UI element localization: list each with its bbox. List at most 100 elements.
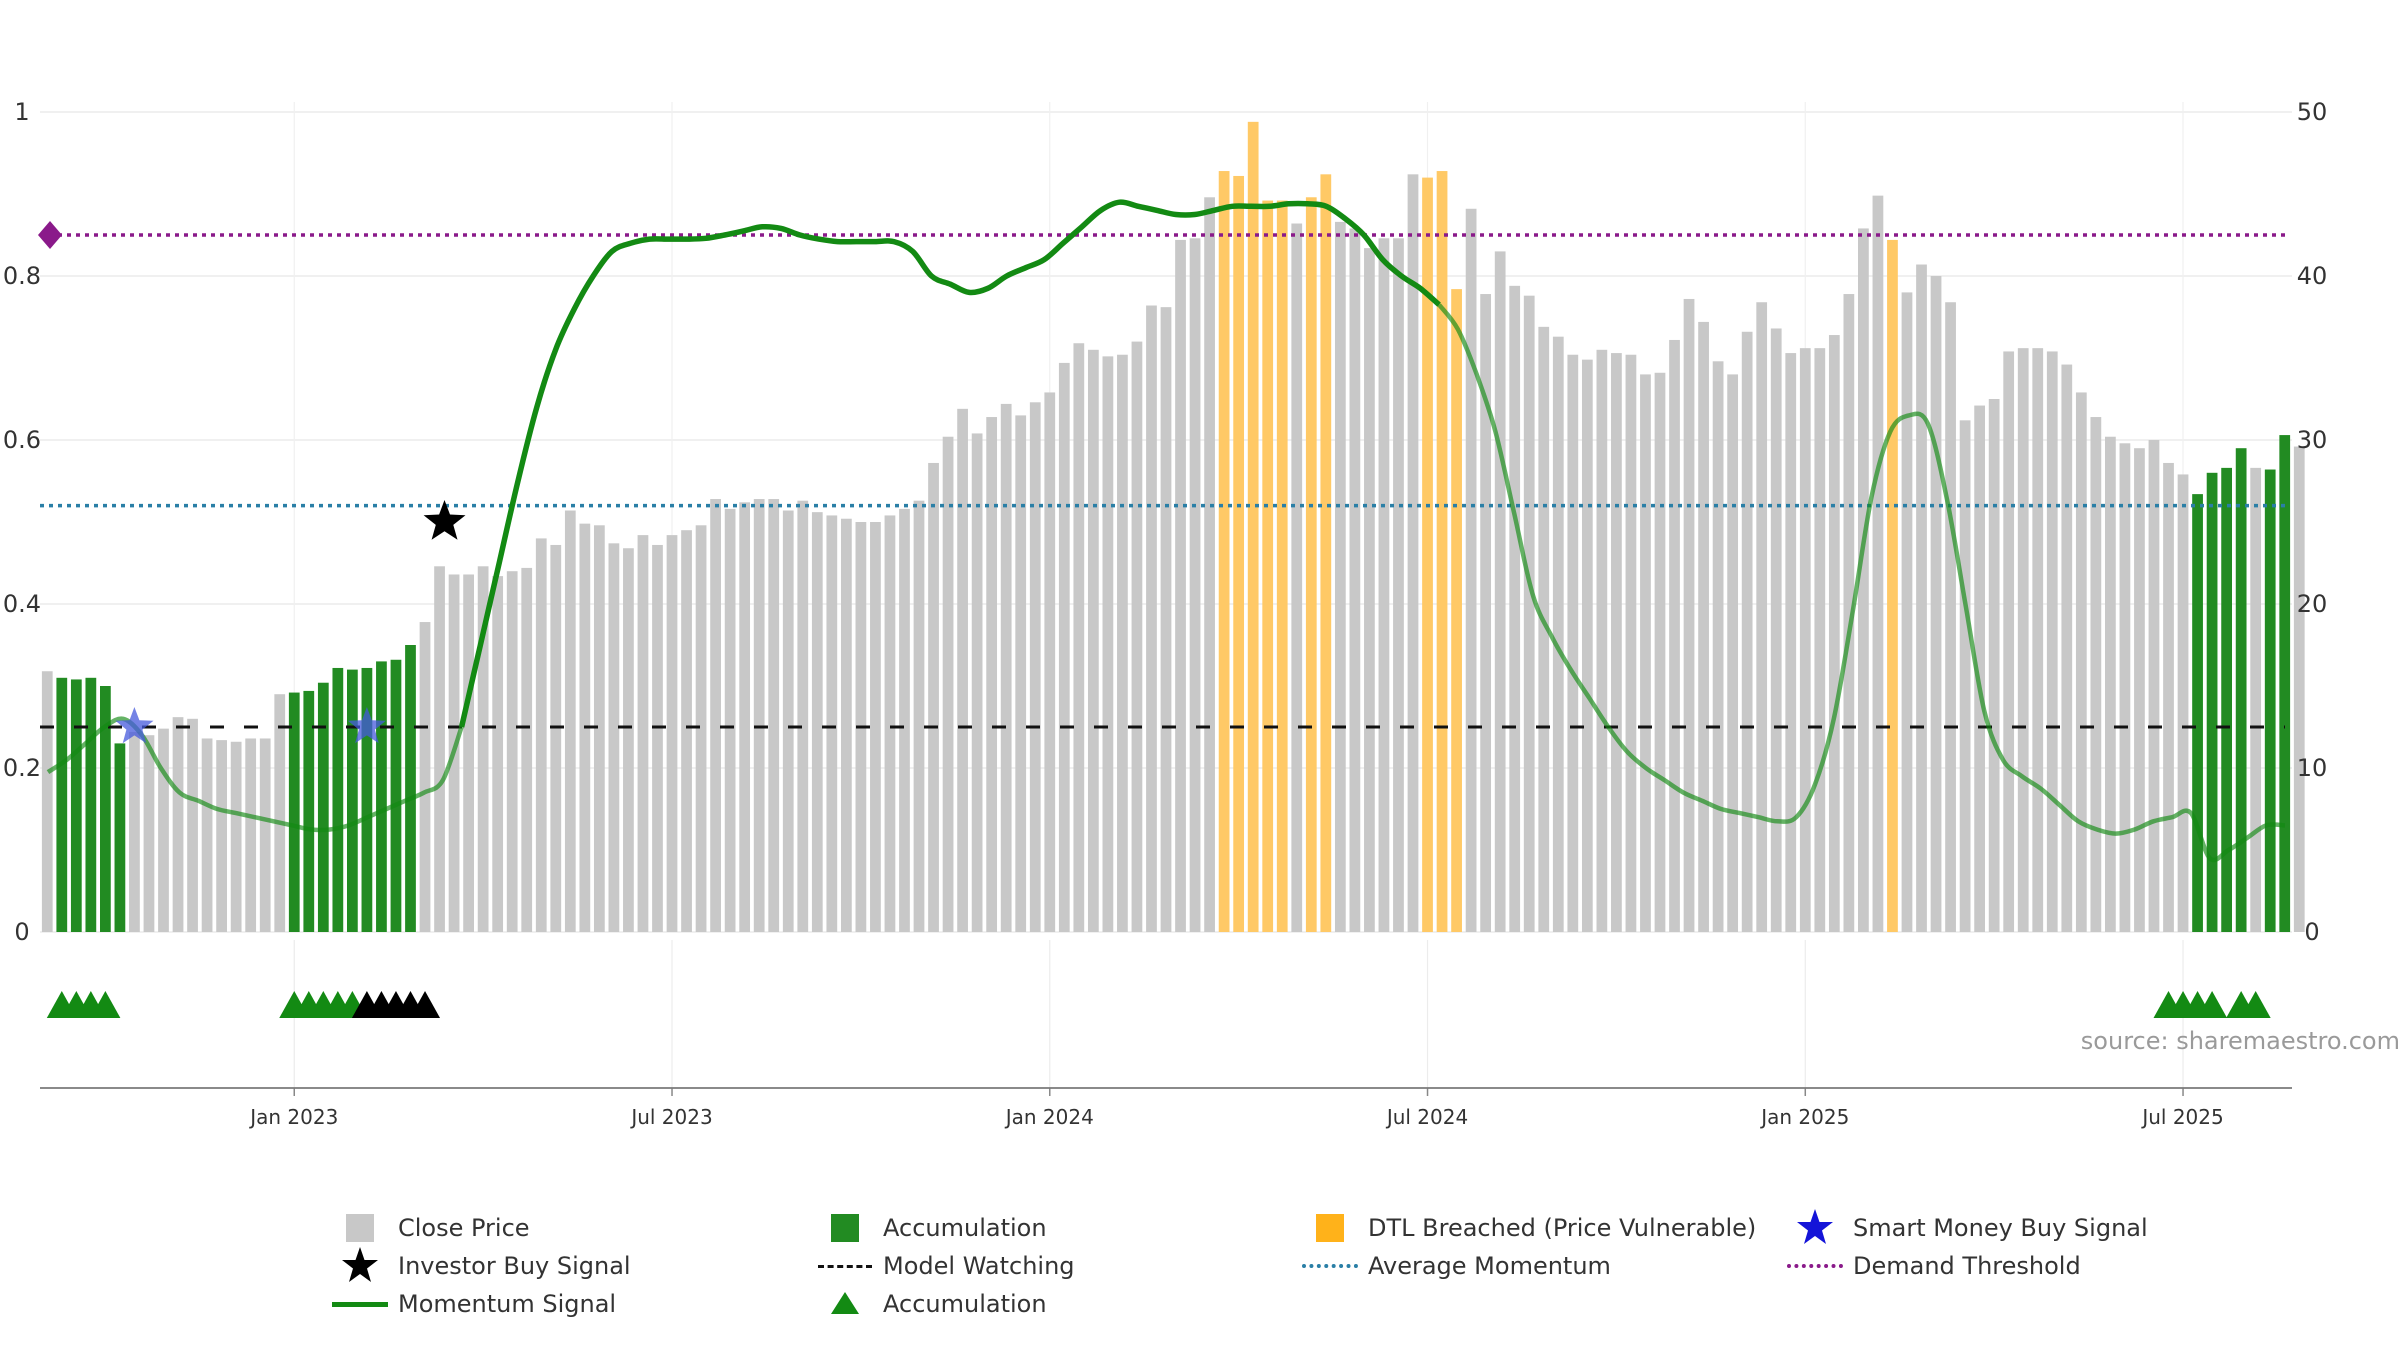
close-price-bar xyxy=(1117,354,1128,933)
x-tick-label: Jul 2025 xyxy=(2140,1105,2223,1129)
close-price-bar xyxy=(1843,294,1855,932)
close-price-bar xyxy=(811,512,823,932)
legend-label: Accumulation xyxy=(883,1214,1047,1242)
close-price-bar xyxy=(1349,228,1361,932)
accumulation-bar xyxy=(70,679,82,932)
accumulation-bar xyxy=(2206,472,2218,932)
close-price-bar xyxy=(1058,362,1070,932)
x-tick-label: Jul 2023 xyxy=(629,1105,712,1129)
close-price-bar xyxy=(797,500,809,932)
dtl-breached-bar xyxy=(1887,239,1898,933)
bar-layer xyxy=(41,121,2305,933)
accumulation-triangle xyxy=(2197,991,2228,1018)
close-price-bar xyxy=(1698,321,1709,932)
close-price-bar xyxy=(2090,417,2102,932)
close-price-bar xyxy=(971,433,983,932)
left-tick-label: 0 xyxy=(14,918,29,946)
legend-item-momentum-signal: Momentum Signal xyxy=(330,1286,616,1322)
close-price-bar xyxy=(1799,348,1811,932)
blue-star-icon xyxy=(1797,1209,1833,1244)
close-price-bar xyxy=(1770,328,1782,933)
accumulation-triangle xyxy=(2240,991,2271,1018)
close-price-bar xyxy=(986,417,998,932)
dtl-breached-bar xyxy=(1436,171,1448,933)
close-price-bar xyxy=(1204,197,1215,932)
close-price-bar xyxy=(2134,448,2145,932)
legend-label: Accumulation xyxy=(883,1290,1047,1318)
close-price-bar xyxy=(259,738,271,932)
close-price-bar xyxy=(2017,348,2029,932)
left-tick-label: 0.4 xyxy=(3,590,41,618)
dtl-breached-bar xyxy=(1320,174,1332,932)
legend-item-investor-buy: Investor Buy Signal xyxy=(330,1247,631,1284)
close-price-bar xyxy=(753,499,765,932)
close-price-bar xyxy=(1160,307,1172,932)
close-price-bar xyxy=(230,741,242,932)
close-price-bar xyxy=(1291,223,1303,932)
close-price-bar xyxy=(158,728,169,932)
close-price-bar xyxy=(1945,302,1956,932)
accumulation-bar xyxy=(288,692,300,932)
close-price-bar xyxy=(2163,462,2174,932)
left-tick-label: 0.2 xyxy=(3,754,41,782)
accumulation-bar xyxy=(2279,435,2291,932)
close-price-bar xyxy=(1683,298,1695,933)
close-price-bar xyxy=(535,538,547,932)
close-price-bar xyxy=(2075,392,2087,932)
close-price-bar xyxy=(1146,305,1157,932)
close-price-bar xyxy=(1044,392,1056,932)
dtl-breached-swatch-icon xyxy=(1316,1214,1344,1242)
right-tick-label: 0 xyxy=(2304,918,2319,946)
close-price-bar xyxy=(1407,174,1419,932)
close-price-bar xyxy=(1073,343,1085,932)
close-price-bar xyxy=(1000,403,1012,932)
close-price-bar xyxy=(942,436,954,932)
close-price-bar xyxy=(1669,339,1680,933)
close-price-bar xyxy=(506,571,518,932)
dtl-breached-bar xyxy=(1262,200,1274,932)
accumulation-swatch-icon xyxy=(831,1214,859,1242)
close-price-bar xyxy=(768,499,780,932)
close-price-bar xyxy=(1567,354,1579,933)
close-price-bar xyxy=(1029,402,1041,932)
close-price-bar xyxy=(1828,335,1840,932)
close-price-bar xyxy=(1930,276,1942,932)
legend-item-demand-threshold: Demand Threshold xyxy=(1785,1248,2081,1284)
momentum-signal-line xyxy=(1437,303,2286,863)
legend-item-close-price: Close Price xyxy=(330,1210,530,1246)
dtl-breached-bar xyxy=(1422,177,1433,933)
close-price-bar xyxy=(201,738,213,932)
legend-label: Close Price xyxy=(398,1214,530,1242)
close-price-bar xyxy=(652,544,663,932)
legend-label: DTL Breached (Price Vulnerable) xyxy=(1368,1214,1757,1242)
x-tick-label: Jan 2023 xyxy=(248,1105,338,1129)
accumulation-bar xyxy=(2221,467,2232,932)
close-price-bar xyxy=(2003,351,2015,932)
accumulation-bar xyxy=(332,667,344,932)
demand-threshold-marker xyxy=(38,221,62,249)
close-price-bar xyxy=(1175,239,1186,933)
right-tick-label: 50 xyxy=(2297,98,2328,126)
close-price-bar xyxy=(129,731,140,932)
accumulation-bar xyxy=(317,682,329,932)
close-price-bar xyxy=(2250,467,2262,932)
close-price-swatch-icon xyxy=(346,1214,374,1242)
close-price-bar xyxy=(1596,349,1608,932)
close-price-bar xyxy=(434,566,445,932)
dtl-breached-bar xyxy=(1305,197,1317,932)
accumulation-bar xyxy=(361,667,373,932)
close-price-bar xyxy=(1494,251,1506,932)
x-tick-label: Jan 2025 xyxy=(1759,1105,1849,1129)
accumulation-bar xyxy=(303,690,315,932)
close-price-bar xyxy=(1916,264,1927,932)
close-price-bar xyxy=(564,510,576,932)
right-tick-label: 10 xyxy=(2297,754,2328,782)
close-price-bar xyxy=(1640,374,1651,932)
close-price-bar xyxy=(1378,238,1390,932)
legend-item-average-momentum: Average Momentum xyxy=(1300,1248,1611,1284)
close-price-bar xyxy=(2032,348,2044,932)
line-layer xyxy=(40,199,2286,863)
close-price-bar xyxy=(1509,285,1521,933)
